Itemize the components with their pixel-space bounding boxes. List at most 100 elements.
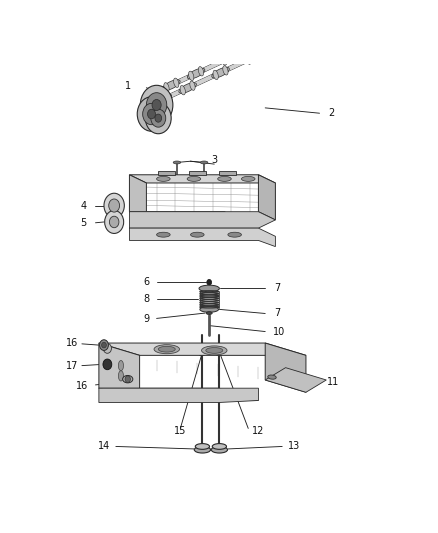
- Ellipse shape: [228, 232, 241, 237]
- Polygon shape: [164, 83, 169, 92]
- Polygon shape: [253, 38, 271, 49]
- Polygon shape: [264, 36, 269, 45]
- Text: 6: 6: [143, 277, 149, 287]
- Ellipse shape: [206, 312, 212, 314]
- Polygon shape: [273, 39, 290, 50]
- Text: 7: 7: [274, 309, 280, 319]
- Ellipse shape: [206, 348, 223, 353]
- Polygon shape: [198, 67, 204, 76]
- Polygon shape: [274, 42, 279, 51]
- Circle shape: [99, 340, 108, 350]
- Text: 7: 7: [274, 284, 280, 294]
- Polygon shape: [223, 66, 228, 75]
- Circle shape: [148, 109, 155, 119]
- Polygon shape: [190, 81, 195, 90]
- Text: 11: 11: [327, 377, 339, 387]
- Polygon shape: [99, 388, 258, 400]
- Polygon shape: [130, 212, 276, 228]
- Polygon shape: [256, 50, 261, 60]
- Text: 12: 12: [252, 426, 265, 436]
- Text: 5: 5: [81, 218, 87, 228]
- Ellipse shape: [173, 161, 181, 164]
- Polygon shape: [130, 228, 276, 247]
- Text: 13: 13: [288, 441, 300, 451]
- Text: 10: 10: [273, 327, 285, 337]
- Polygon shape: [189, 171, 206, 175]
- Polygon shape: [130, 175, 146, 220]
- Text: 8: 8: [143, 294, 149, 304]
- Polygon shape: [213, 70, 218, 79]
- Polygon shape: [283, 28, 288, 37]
- Polygon shape: [231, 51, 237, 61]
- Ellipse shape: [191, 232, 204, 237]
- Circle shape: [152, 100, 161, 110]
- Ellipse shape: [187, 176, 201, 181]
- Polygon shape: [254, 41, 260, 50]
- Ellipse shape: [241, 176, 255, 181]
- Polygon shape: [281, 25, 299, 35]
- Polygon shape: [222, 56, 227, 65]
- Ellipse shape: [218, 176, 231, 181]
- Ellipse shape: [158, 346, 175, 352]
- Circle shape: [155, 114, 162, 122]
- Ellipse shape: [194, 447, 211, 453]
- Polygon shape: [99, 343, 306, 356]
- Polygon shape: [155, 97, 161, 107]
- Circle shape: [110, 216, 119, 228]
- Polygon shape: [284, 37, 289, 47]
- Text: 17: 17: [66, 361, 78, 372]
- Circle shape: [140, 85, 173, 125]
- Polygon shape: [146, 29, 312, 109]
- Polygon shape: [245, 52, 262, 63]
- Polygon shape: [130, 212, 241, 220]
- Ellipse shape: [212, 443, 226, 449]
- Ellipse shape: [154, 345, 180, 354]
- Text: 2: 2: [328, 108, 335, 118]
- Polygon shape: [99, 388, 258, 402]
- Polygon shape: [258, 175, 276, 220]
- Ellipse shape: [118, 371, 124, 381]
- Circle shape: [109, 199, 120, 212]
- Text: 15: 15: [174, 426, 187, 437]
- Text: 9: 9: [143, 314, 149, 324]
- Polygon shape: [179, 83, 196, 93]
- Polygon shape: [99, 343, 140, 400]
- Circle shape: [143, 103, 160, 125]
- Polygon shape: [165, 92, 170, 102]
- Polygon shape: [130, 175, 276, 183]
- Polygon shape: [173, 78, 179, 87]
- Circle shape: [137, 97, 166, 131]
- Text: 4: 4: [81, 200, 87, 211]
- Circle shape: [207, 279, 212, 285]
- Polygon shape: [154, 14, 320, 94]
- Polygon shape: [189, 71, 194, 80]
- Text: 16: 16: [76, 381, 88, 391]
- Polygon shape: [220, 53, 238, 63]
- Ellipse shape: [195, 443, 209, 449]
- Ellipse shape: [268, 375, 276, 379]
- Text: 1: 1: [125, 80, 131, 91]
- Circle shape: [125, 376, 131, 383]
- Text: 14: 14: [98, 441, 110, 451]
- Ellipse shape: [157, 176, 170, 181]
- Polygon shape: [180, 85, 185, 95]
- Ellipse shape: [200, 306, 219, 312]
- Circle shape: [104, 193, 124, 218]
- Circle shape: [151, 109, 166, 127]
- Polygon shape: [246, 55, 251, 64]
- Polygon shape: [265, 368, 326, 392]
- Text: 3: 3: [211, 156, 217, 165]
- Ellipse shape: [199, 285, 219, 292]
- Polygon shape: [187, 68, 205, 79]
- Polygon shape: [265, 343, 306, 392]
- Circle shape: [146, 93, 167, 117]
- Polygon shape: [154, 94, 172, 104]
- Text: 16: 16: [66, 338, 78, 348]
- Polygon shape: [162, 80, 180, 91]
- Polygon shape: [292, 23, 297, 33]
- Circle shape: [145, 102, 171, 134]
- Ellipse shape: [118, 360, 124, 371]
- Circle shape: [103, 343, 111, 353]
- Circle shape: [103, 359, 112, 370]
- Circle shape: [102, 342, 106, 348]
